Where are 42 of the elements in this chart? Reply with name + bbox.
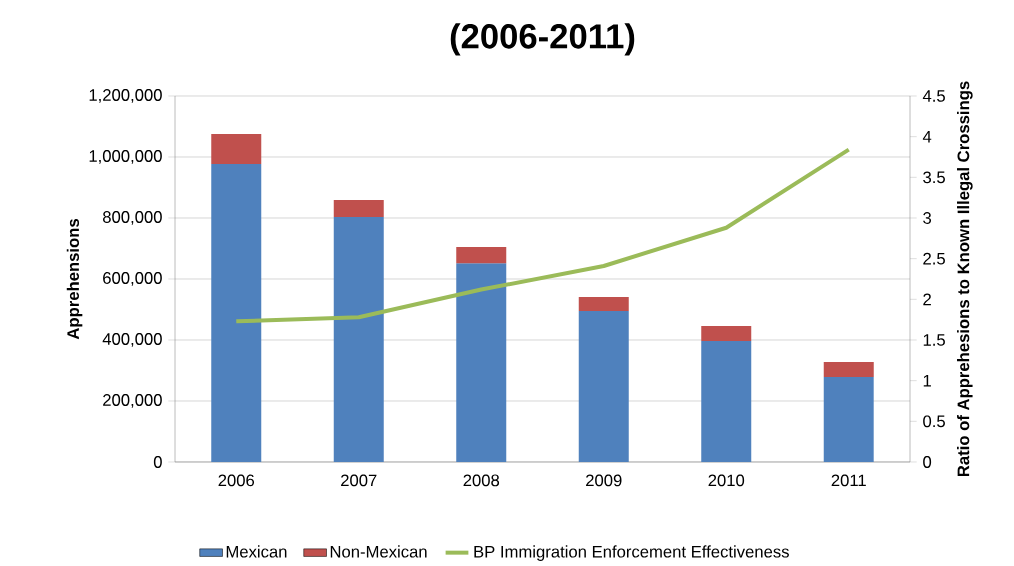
y2-tick-label: 2: [923, 293, 931, 306]
bar: [578, 296, 629, 312]
x-tick-label: 2007: [341, 474, 377, 487]
x-tick-label: 2011: [831, 474, 866, 487]
y-tick-label: 800,000: [103, 211, 162, 225]
bar: [701, 340, 752, 462]
y2-tick-label: 3.5: [923, 171, 945, 184]
legend-label: Mexican: [226, 545, 287, 558]
y2-tick-label: 1: [923, 374, 931, 387]
bar: [333, 199, 384, 218]
y2-tick-label: 3: [923, 212, 932, 224]
y2-tick-label: 2.5: [923, 252, 945, 265]
bar: [333, 217, 384, 462]
y-tick-label: 1,200,000: [89, 89, 162, 103]
y2-tick-label: 0.5: [923, 415, 945, 428]
bar: [701, 325, 752, 341]
bar: [823, 376, 874, 462]
y2-tick-label: 4: [922, 130, 932, 143]
bar: [578, 311, 629, 462]
y-tick-label: 0: [153, 456, 162, 468]
line-series: [234, 147, 851, 324]
x-tick-label: 2006: [218, 474, 255, 487]
bar: [211, 164, 262, 462]
x-tick-label: 2008: [463, 474, 500, 487]
x-tick-label: 2009: [586, 474, 622, 487]
y-tick-label: 1,000,000: [89, 150, 162, 164]
y-axis-title: Apprehensions: [66, 219, 83, 340]
bar: [211, 134, 262, 165]
y-tick-label: 400,000: [102, 333, 162, 347]
bar: [456, 263, 507, 462]
x-tick-label: 2010: [708, 474, 745, 487]
y2-tick-label: 1.5: [923, 334, 945, 346]
legend-label: Non-Mexican: [330, 545, 427, 558]
y2-tick-label: 4.5: [922, 90, 945, 102]
chart-title: (2006-2011): [450, 23, 635, 56]
bar: [823, 361, 874, 377]
y2-tick-label: 0: [923, 456, 932, 468]
y-tick-label: 200,000: [103, 394, 162, 408]
bar: [456, 246, 507, 264]
y-tick-label: 600,000: [103, 272, 162, 286]
legend-label: BP Immigration Enforcement Effectiveness: [474, 545, 789, 561]
y2-axis-title: Ratio of Apprehesions to Known Illegal Crossings: [957, 81, 973, 477]
